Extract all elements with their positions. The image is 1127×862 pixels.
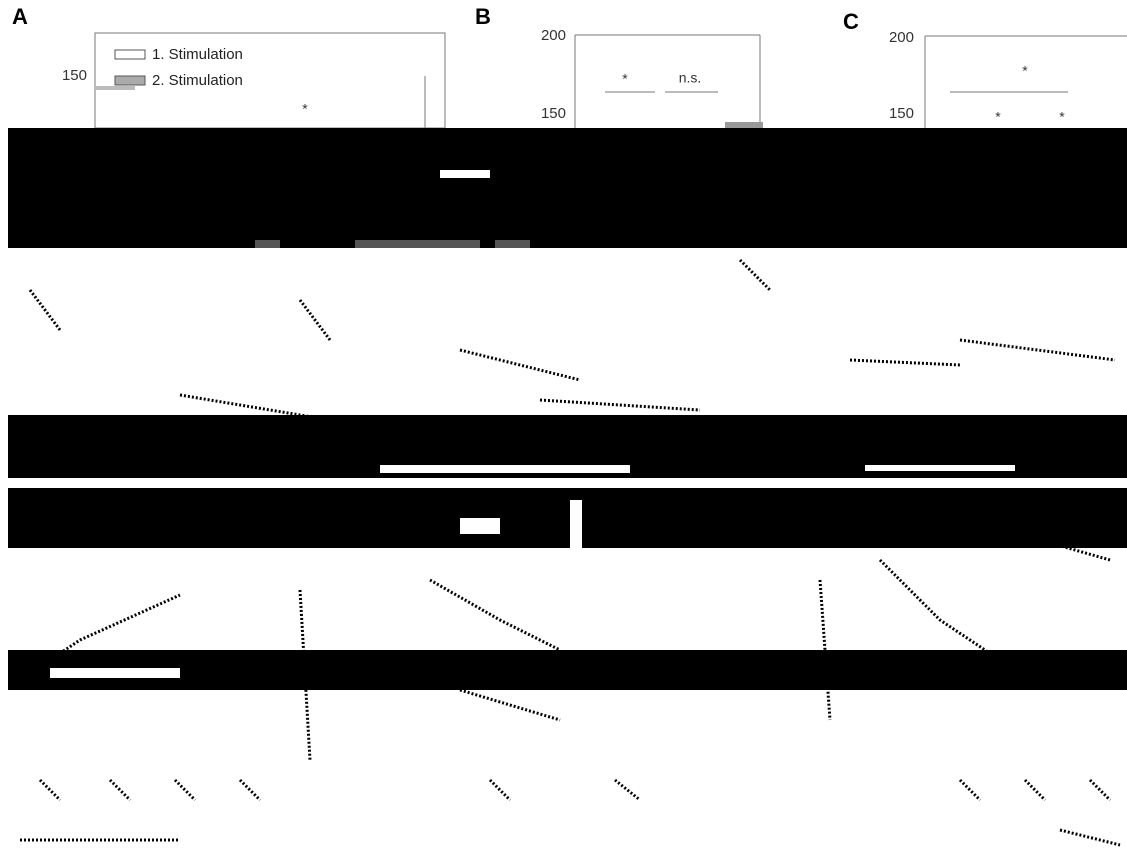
legend-box [95, 33, 445, 128]
corruption [8, 128, 1127, 690]
tick-label: 150 [541, 105, 566, 122]
panel-label: A [12, 4, 28, 29]
bar [95, 86, 135, 90]
significance: n.s. [679, 70, 702, 86]
panel-label: B [475, 4, 491, 29]
legend-entry: 2. Stimulation [152, 72, 243, 89]
tick-label: 150 [889, 105, 914, 122]
panel-label: C [843, 9, 859, 34]
noise [20, 260, 1120, 845]
significance: * [1059, 109, 1065, 125]
legend-swatch [115, 76, 145, 85]
legend-swatch [115, 50, 145, 59]
figure: A B C 1. Stimulation 2. Stimulation 150 … [0, 0, 1127, 862]
significance: * [1022, 63, 1028, 79]
bar [725, 122, 763, 128]
tick-label: 150 [62, 67, 87, 84]
axes [95, 33, 1127, 128]
tick-label: 200 [889, 29, 914, 46]
significance: * [995, 109, 1001, 125]
tick-label: 200 [541, 27, 566, 44]
significance: * [302, 101, 308, 117]
legend-entry: 1. Stimulation [152, 46, 243, 63]
significance: * [622, 71, 628, 87]
